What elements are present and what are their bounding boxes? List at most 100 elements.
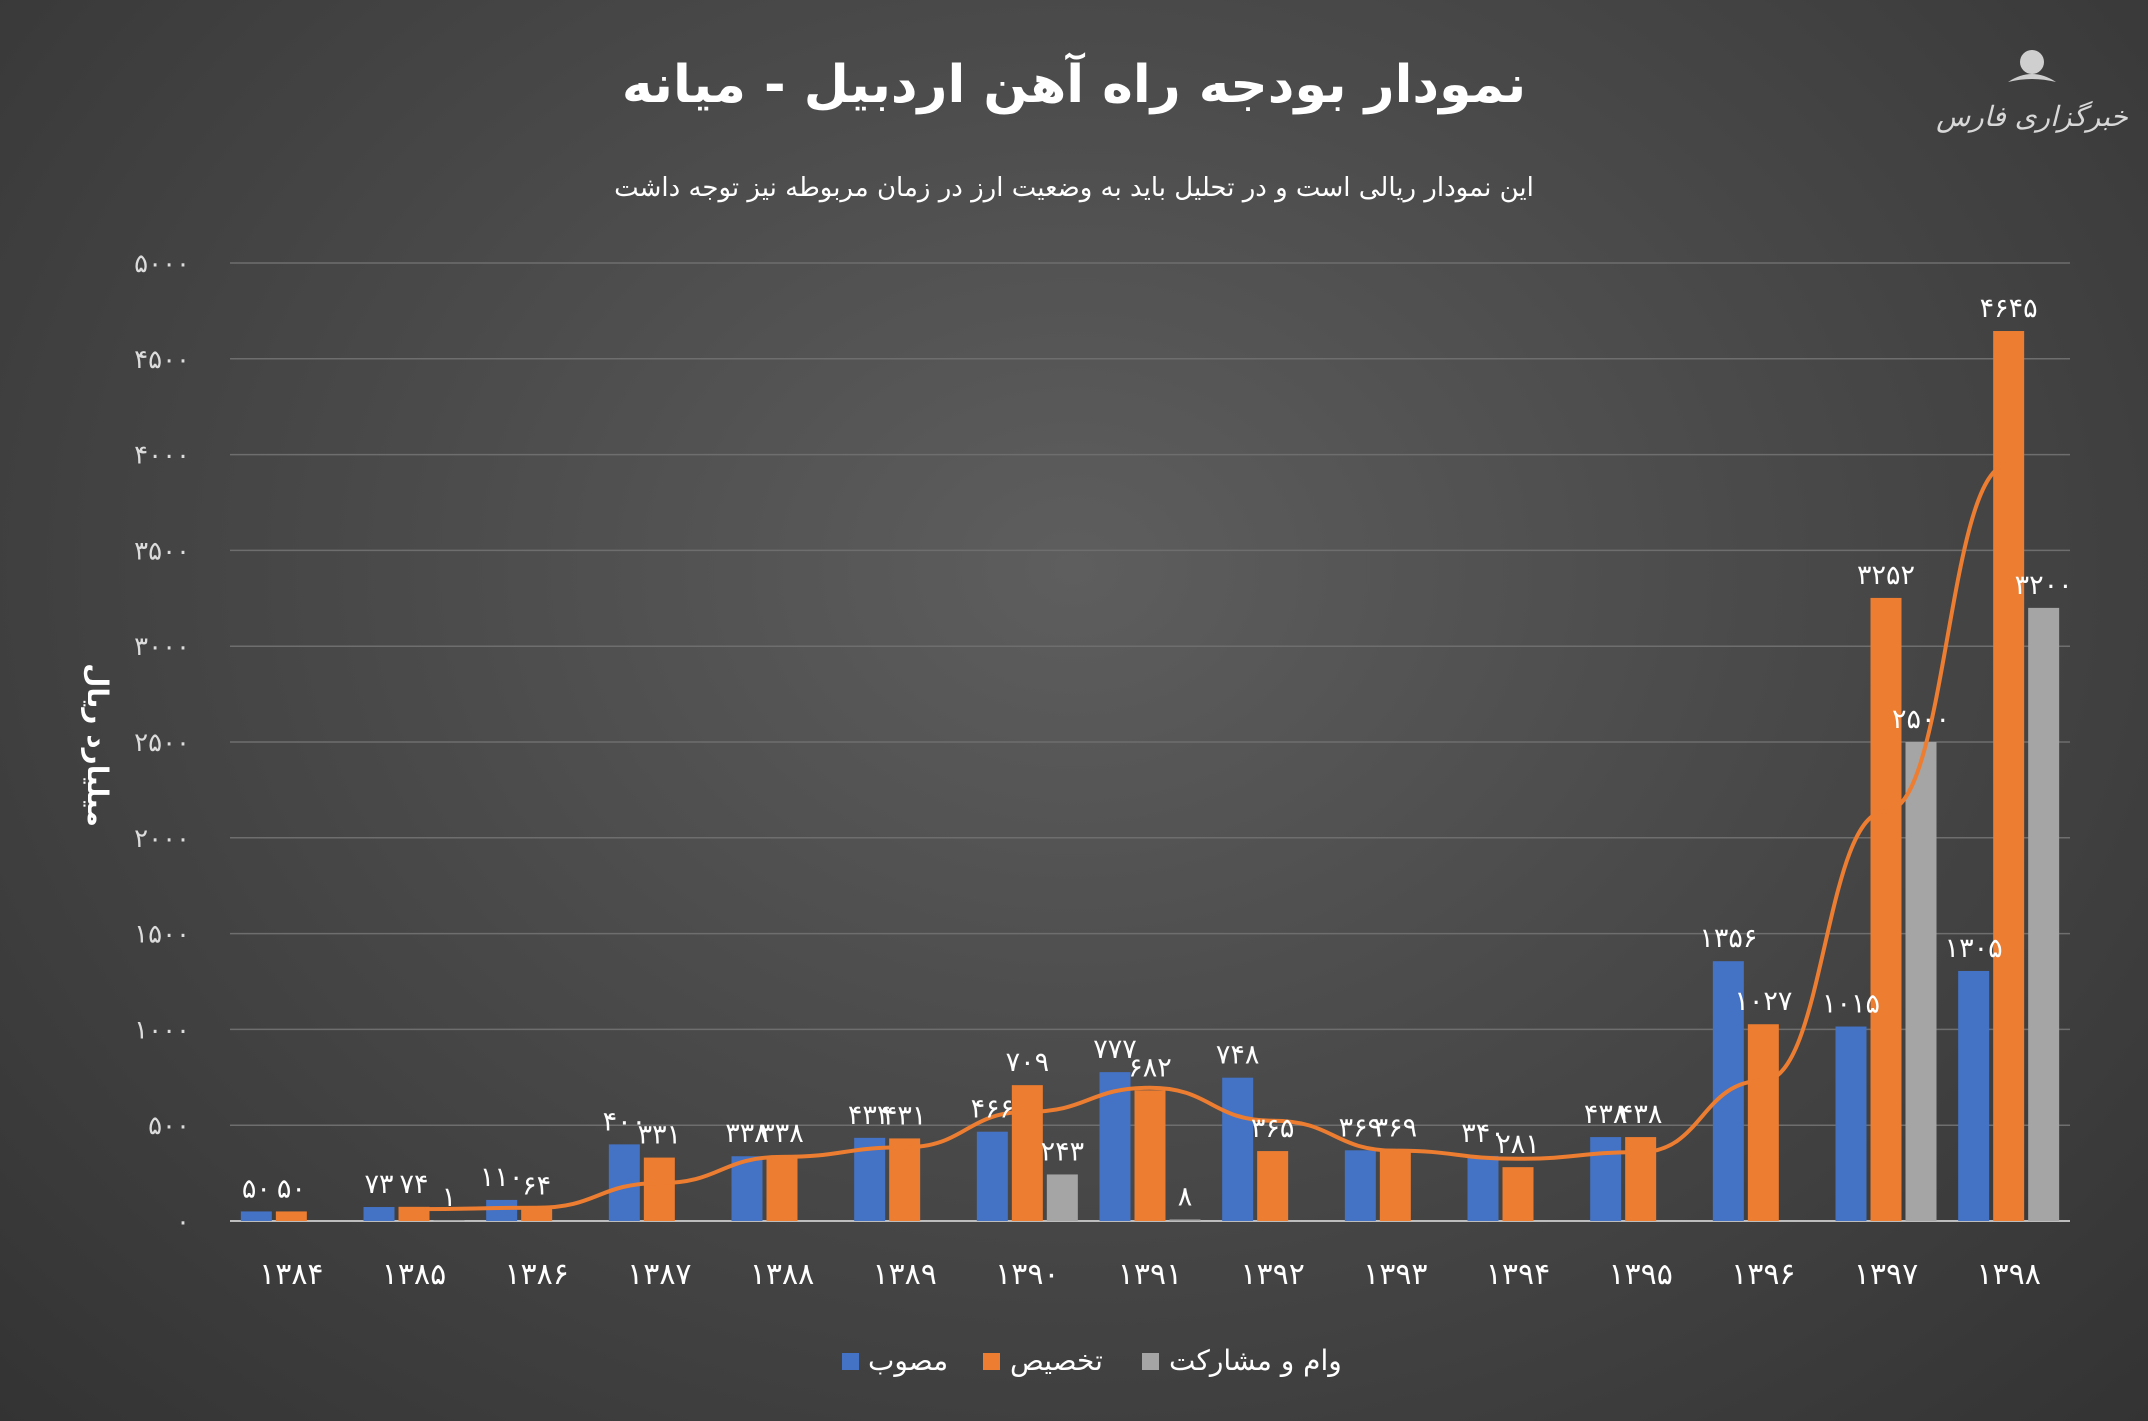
data-label-approved: ۴۶۶ — [971, 1094, 1015, 1125]
data-label-allocated: ۴۳۸ — [1619, 1099, 1663, 1130]
bar-approved[interactable] — [1590, 1137, 1622, 1221]
y-axis-title: میلیارد ریال — [81, 663, 114, 827]
x-tick-label: ۱۳۸۵ — [382, 1257, 446, 1292]
data-label-allocated: ۴۶۴۵ — [1980, 293, 2038, 324]
data-label-allocated: ۱۰۲۷ — [1734, 986, 1792, 1017]
data-label-approved: ۴۳۴ — [848, 1100, 892, 1131]
bar-approved[interactable] — [1835, 1026, 1867, 1221]
legend-label-approved: مصوب — [868, 1344, 948, 1377]
y-tick-label: ۵۰۰۰ — [134, 249, 190, 279]
bar-approved[interactable] — [1099, 1072, 1131, 1221]
bar-allocated[interactable] — [643, 1157, 675, 1221]
legend: مصوب تخصیص وام و مشارکت — [842, 1344, 1342, 1377]
bar-approved[interactable] — [1344, 1150, 1376, 1221]
data-label-approved: ۳۳۸ — [725, 1118, 769, 1149]
data-label-loan: ۲۵۰۰ — [1892, 704, 1950, 735]
data-label-approved: ۵۰ — [242, 1173, 271, 1204]
bar-approved[interactable] — [486, 1199, 518, 1221]
chart-subtitle: این نمودار ریالی است و در تحلیل باید به … — [614, 173, 1534, 203]
x-tick-label: ۱۳۹۲ — [1240, 1257, 1304, 1292]
data-label-allocated: ۳۶۵ — [1251, 1113, 1295, 1144]
x-tick-label: ۱۳۹۵ — [1608, 1257, 1672, 1292]
y-tick-label: ۲۰۰۰ — [134, 824, 190, 854]
data-label-approved: ۱۳۰۵ — [1945, 933, 2003, 964]
bar-allocated[interactable] — [275, 1211, 307, 1221]
data-label-allocated: ۲۸۱ — [1496, 1129, 1540, 1160]
bar-allocated[interactable] — [1747, 1024, 1779, 1221]
logo-text: خبرگزاری فارس — [1936, 100, 2128, 133]
bar-allocated[interactable] — [1379, 1150, 1411, 1221]
y-tick-label: ۲۵۰۰ — [134, 728, 190, 758]
y-tick-label: ۴۰۰۰ — [134, 441, 190, 471]
bar-allocated[interactable] — [1502, 1167, 1534, 1221]
bar-allocated[interactable] — [766, 1156, 798, 1221]
y-axis: ۰ ۵۰۰ ۱۰۰۰ ۱۵۰۰ ۲۰۰۰ ۲۵۰۰ ۳۰۰۰ ۳۵۰۰ ۴۰۰۰ ۴۵۰۰ ۵۰۰۰ — [134, 249, 190, 1237]
chart-title: نمودار بودجه راه آهن اردبیل - میانه — [622, 52, 1526, 115]
bar-allocated[interactable] — [1011, 1085, 1043, 1221]
bar-loan[interactable] — [2028, 607, 2060, 1221]
data-label-approved: ۳۶۹ — [1339, 1112, 1383, 1143]
data-label-allocated: ۷۰۹ — [1006, 1047, 1050, 1078]
bar-approved[interactable] — [1467, 1155, 1499, 1221]
bar-loan[interactable] — [1046, 1174, 1078, 1221]
bar-approved[interactable] — [1222, 1077, 1254, 1221]
x-tick-label: ۱۳۹۶ — [1731, 1257, 1795, 1292]
data-label-allocated: ۶۴ — [522, 1171, 551, 1202]
data-label-approved: ۱۳۵۶ — [1699, 923, 1757, 954]
y-tick-label: ۰ — [176, 1207, 190, 1237]
bar-allocated[interactable] — [1257, 1151, 1289, 1221]
data-label-approved: ۷۳ — [364, 1169, 393, 1200]
legend-swatch-approved — [842, 1353, 859, 1370]
bar-approved[interactable] — [363, 1207, 395, 1221]
bar-allocated[interactable] — [1134, 1090, 1166, 1221]
x-tick-label: ۱۳۸۸ — [750, 1257, 814, 1292]
data-label-allocated: ۵۰ — [277, 1173, 306, 1204]
legend-item-approved[interactable]: مصوب — [842, 1344, 948, 1377]
trendline — [412, 462, 2011, 1212]
bar-loan[interactable] — [1169, 1219, 1201, 1221]
bar-approved[interactable] — [976, 1131, 1008, 1221]
bar-loan[interactable] — [433, 1220, 465, 1221]
data-label-allocated: ۳۳۸ — [760, 1118, 804, 1149]
logo-mark-icon — [2020, 50, 2044, 74]
fars-news-logo: خبرگزاری فارس — [1936, 50, 2129, 133]
legend-swatch-allocated — [983, 1353, 1000, 1370]
bar-loan[interactable] — [1905, 742, 1937, 1221]
data-label-allocated: ۳۳۱ — [638, 1120, 682, 1151]
legend-label-loan: وام و مشارکت — [1169, 1344, 1342, 1377]
y-tick-label: ۱۵۰۰ — [134, 920, 190, 950]
y-tick-label: ۴۵۰۰ — [134, 345, 190, 375]
data-label-loan: ۲۴۳ — [1041, 1136, 1085, 1167]
data-label-approved: ۷۷۷ — [1093, 1034, 1137, 1065]
bar-allocated[interactable] — [521, 1208, 553, 1221]
bar-allocated[interactable] — [1870, 597, 1902, 1221]
bar-allocated[interactable] — [889, 1138, 921, 1221]
data-label-approved: ۱۱۰ — [480, 1162, 524, 1193]
x-tick-label: ۱۳۹۳ — [1363, 1257, 1427, 1292]
legend-label-allocated: تخصیص — [1010, 1344, 1103, 1377]
bar-approved[interactable] — [731, 1156, 763, 1221]
bar-approved[interactable] — [608, 1144, 640, 1221]
data-label-allocated: ۳۶۹ — [1374, 1112, 1418, 1143]
grid-lines — [230, 262, 2070, 1222]
y-tick-label: ۳۵۰۰ — [134, 536, 190, 566]
bar-approved[interactable] — [240, 1211, 272, 1221]
y-tick-label: ۵۰۰ — [148, 1111, 190, 1141]
bar-allocated[interactable] — [1993, 331, 2025, 1221]
x-tick-label: ۱۳۸۷ — [627, 1257, 691, 1292]
x-tick-label: ۱۳۹۷ — [1854, 1257, 1918, 1292]
x-tick-label: ۱۳۸۹ — [872, 1257, 936, 1292]
x-tick-label: ۱۳۸۴ — [259, 1257, 323, 1292]
data-label-approved: ۴۰۰ — [603, 1106, 647, 1137]
y-tick-label: ۳۰۰۰ — [134, 632, 190, 662]
legend-item-allocated[interactable]: تخصیص — [983, 1344, 1103, 1377]
data-label-approved: ۷۴۸ — [1216, 1040, 1260, 1071]
bar-approved[interactable] — [1958, 970, 1990, 1221]
legend-item-loan[interactable]: وام و مشارکت — [1142, 1344, 1342, 1377]
data-label-approved: ۱۰۱۵ — [1822, 989, 1880, 1020]
bars — [240, 331, 2060, 1221]
y-tick-label: ۱۰۰۰ — [134, 1015, 190, 1045]
data-label-allocated: ۶۸۲ — [1128, 1052, 1172, 1083]
